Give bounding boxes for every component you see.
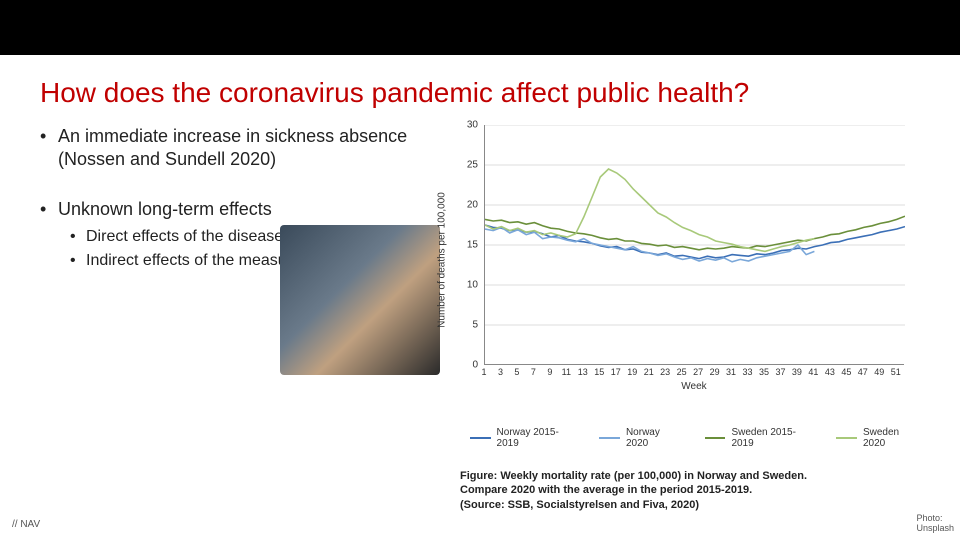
caption-line-1: Figure: Weekly mortality rate (per 100,0… <box>460 470 807 482</box>
xtick: 45 <box>841 367 851 377</box>
caption-line-2: Compare 2020 with the average in the per… <box>460 484 752 496</box>
chart-xlabel: Week <box>484 381 904 392</box>
bullet-2-text: Unknown long-term effects <box>58 199 272 219</box>
xtick: 17 <box>611 367 621 377</box>
xtick: 21 <box>644 367 654 377</box>
footer-brand: // NAV <box>12 519 40 530</box>
ytick: 5 <box>472 320 478 331</box>
legend-item: Norway 2015-2019 <box>470 427 575 449</box>
xtick: 41 <box>808 367 818 377</box>
xtick: 49 <box>874 367 884 377</box>
xtick: 31 <box>726 367 736 377</box>
xtick: 19 <box>627 367 637 377</box>
photo-credit-l2: Unsplash <box>916 523 954 533</box>
xtick: 25 <box>677 367 687 377</box>
figure-caption: Figure: Weekly mortality rate (per 100,0… <box>460 469 900 512</box>
xtick: 9 <box>547 367 552 377</box>
xtick: 13 <box>578 367 588 377</box>
legend-swatch <box>470 437 491 439</box>
xtick: 47 <box>858 367 868 377</box>
legend-label: Sweden 2015-2019 <box>731 427 812 449</box>
xtick: 29 <box>710 367 720 377</box>
legend-label: Norway 2020 <box>626 427 681 449</box>
chart-plot-area <box>484 125 904 365</box>
xtick: 15 <box>594 367 604 377</box>
legend-swatch <box>836 437 857 439</box>
xtick: 23 <box>660 367 670 377</box>
inline-photo <box>280 225 440 375</box>
ytick: 10 <box>467 280 478 291</box>
legend-swatch <box>599 437 620 439</box>
legend-item: Norway 2020 <box>599 427 680 449</box>
top-black-bar <box>0 0 960 55</box>
slide-title: How does the coronavirus pandemic affect… <box>0 55 960 125</box>
xtick: 37 <box>775 367 785 377</box>
xtick: 1 <box>481 367 486 377</box>
content-row: An immediate increase in sickness absenc… <box>0 125 960 512</box>
ytick: 20 <box>467 200 478 211</box>
xtick: 39 <box>792 367 802 377</box>
photo-credit-l1: Photo: <box>916 513 942 523</box>
xtick: 11 <box>562 367 571 377</box>
ytick: 30 <box>467 120 478 131</box>
xtick: 43 <box>825 367 835 377</box>
legend-swatch <box>705 437 726 439</box>
chart-xticks: 1357911131517192123252729313335373941434… <box>484 367 904 381</box>
xtick: 5 <box>514 367 519 377</box>
legend-item: Sweden 2015-2019 <box>705 427 813 449</box>
caption-source: (Source: SSB, Socialstyrelsen and Fiva, … <box>460 499 699 511</box>
xtick: 33 <box>743 367 753 377</box>
xtick: 35 <box>759 367 769 377</box>
legend-label: Sweden 2020 <box>863 427 920 449</box>
ytick: 15 <box>467 240 478 251</box>
legend-label: Norway 2015-2019 <box>497 427 576 449</box>
legend-item: Sweden 2020 <box>836 427 920 449</box>
chart-column: Number of deaths per 100,000 05101520253… <box>430 125 920 512</box>
bullet-1: An immediate increase in sickness absenc… <box>40 125 420 170</box>
ytick: 0 <box>472 360 478 371</box>
chart-yticks: 051015202530 <box>460 125 482 365</box>
mortality-chart: Number of deaths per 100,000 05101520253… <box>460 125 920 395</box>
chart-legend: Norway 2015-2019 Norway 2020 Sweden 2015-2… <box>470 427 920 449</box>
xtick: 3 <box>498 367 503 377</box>
chart-ylabel: Number of deaths per 100,000 <box>437 192 448 328</box>
photo-credit: Photo: Unsplash <box>916 514 954 534</box>
ytick: 25 <box>467 160 478 171</box>
xtick: 7 <box>531 367 536 377</box>
xtick: 27 <box>693 367 703 377</box>
xtick: 51 <box>891 367 901 377</box>
